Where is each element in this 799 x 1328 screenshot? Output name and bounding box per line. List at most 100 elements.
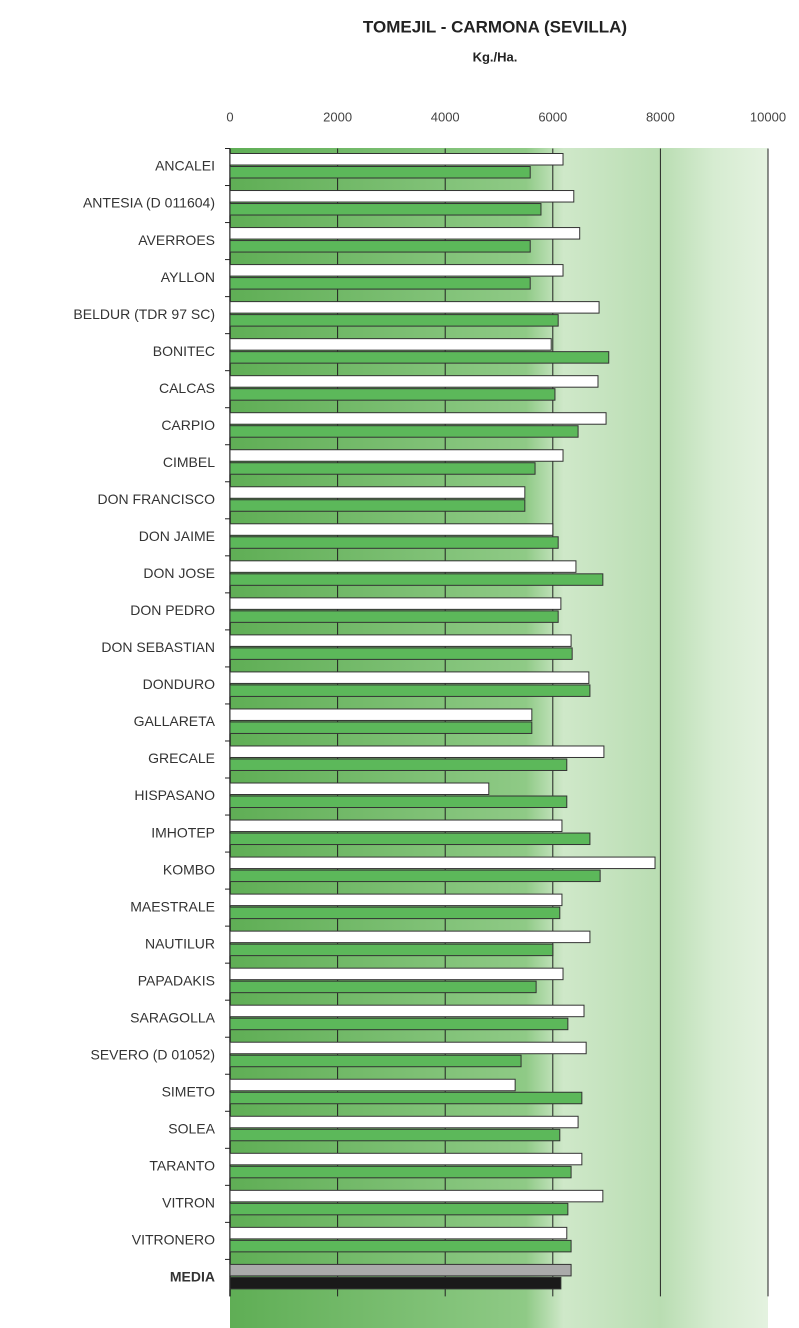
x-tick-label: 2000 [323, 109, 352, 124]
y-tick-label: MAESTRALE [130, 898, 215, 914]
y-tick-label: CALCAS [159, 380, 215, 396]
bar [229, 560, 577, 573]
bar [229, 671, 590, 684]
bar [229, 1004, 585, 1018]
bar [229, 906, 561, 920]
bar [229, 610, 559, 623]
bar [229, 721, 533, 734]
chart-title: TOMEJIL - CARMONA (SEVILLA) [363, 17, 627, 36]
bar [229, 647, 573, 660]
y-tick-label: CIMBEL [163, 454, 215, 470]
bar [229, 203, 542, 216]
bar [229, 1091, 583, 1105]
bar [229, 166, 531, 179]
y-tick-label: DON PEDRO [130, 602, 215, 618]
bar [229, 745, 605, 758]
bar [229, 1041, 587, 1055]
bar [229, 314, 559, 327]
bar [229, 486, 526, 499]
bar [229, 536, 559, 549]
bar [229, 684, 591, 697]
y-tick-label: SARAGOLLA [130, 1009, 215, 1025]
bar [229, 425, 579, 438]
bar [229, 1276, 562, 1290]
bar [229, 277, 531, 290]
bar [229, 893, 563, 907]
bar [229, 758, 568, 771]
y-tick-label: PAPADAKIS [138, 972, 215, 988]
bar [229, 943, 554, 957]
y-tick-label: GALLARETA [134, 713, 216, 729]
bar [229, 462, 536, 475]
bar [229, 499, 526, 512]
y-tick-label: IMHOTEP [151, 824, 215, 840]
bar [229, 388, 556, 401]
bar [229, 227, 581, 240]
y-tick-label: DON SEBASTIAN [101, 639, 215, 655]
bar [229, 449, 564, 462]
y-tick-label: HISPASANO [134, 787, 215, 803]
y-tick-label: AYLLON [161, 269, 215, 285]
bar [229, 1115, 579, 1129]
bar [229, 856, 656, 870]
x-tick-label: 6000 [538, 109, 567, 124]
y-tick-label: ANCALEI [155, 158, 215, 174]
bar [229, 264, 564, 277]
y-tick-label: ANTESIA (D 011604) [83, 195, 215, 211]
bar [229, 190, 575, 203]
bar [229, 1054, 522, 1068]
y-tick-label: GRECALE [148, 750, 215, 766]
y-tick-label: BONITEC [153, 343, 215, 359]
bar [229, 523, 554, 536]
y-tick-label: SIMETO [162, 1083, 216, 1099]
bar [229, 1165, 572, 1179]
bar [229, 351, 610, 364]
bar [229, 597, 562, 610]
bar [229, 240, 531, 253]
bar [229, 1189, 604, 1203]
y-tick-label: CARPIO [161, 417, 215, 433]
bar [229, 795, 568, 809]
bar [229, 819, 563, 833]
bar [229, 1226, 568, 1240]
bar [229, 1152, 583, 1166]
y-tick-label: KOMBO [163, 861, 215, 877]
bar [229, 1017, 569, 1031]
y-tick-label: DON JAIME [139, 528, 215, 544]
y-tick-label: TARANTO [149, 1158, 215, 1174]
bar [229, 832, 591, 846]
y-tick-label: DONDURO [143, 676, 215, 692]
x-tick-label: 4000 [431, 109, 460, 124]
y-tick-label: BELDUR (TDR 97 SC) [73, 306, 215, 322]
y-tick-label: SEVERO (D 01052) [91, 1046, 216, 1062]
bar [229, 1128, 561, 1142]
y-tick-label: NAUTILUR [145, 935, 215, 951]
bar [229, 967, 564, 981]
y-tick-label: MEDIA [170, 1269, 215, 1285]
bar [229, 412, 607, 425]
bar [229, 153, 564, 166]
y-tick-label: VITRONERO [132, 1232, 215, 1248]
bar [229, 634, 572, 647]
bar [229, 375, 599, 388]
bar [229, 338, 552, 351]
x-tick-label: 8000 [646, 109, 675, 124]
bar [229, 573, 604, 586]
bar [229, 980, 537, 994]
chart-subtitle: Kg./Ha. [473, 49, 518, 64]
bar [229, 708, 533, 721]
x-tick-label: 0 [226, 109, 233, 124]
bar [229, 1078, 516, 1092]
y-tick-label: VITRON [162, 1195, 215, 1211]
y-tick-label: DON JOSE [143, 565, 215, 581]
y-tick-label: AVERROES [138, 232, 215, 248]
bar [229, 1239, 572, 1253]
bar [229, 930, 591, 944]
bar [229, 301, 600, 314]
y-tick-label: SOLEA [168, 1120, 215, 1136]
bar [229, 869, 601, 883]
y-tick-label: DON FRANCISCO [98, 491, 216, 507]
bar [229, 782, 490, 796]
x-tick-label: 10000 [750, 109, 786, 124]
